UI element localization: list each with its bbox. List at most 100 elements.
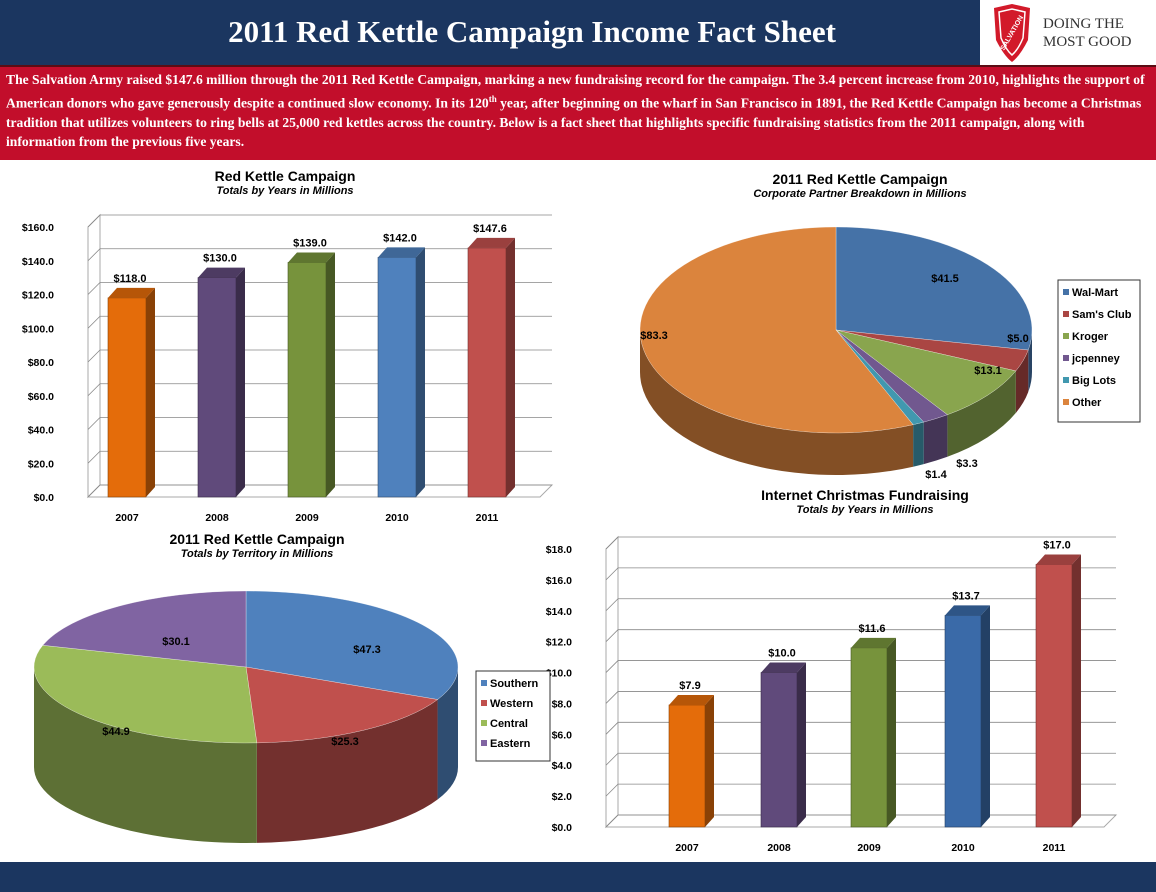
- pie-slice-Central: [33, 645, 257, 744]
- shield-icon: SALVATION DOING THE MOST GOOD: [994, 4, 1132, 62]
- y-tick-label: $18.0: [546, 544, 572, 556]
- pie-slice-side: [1028, 330, 1032, 393]
- pie-slice-side: [947, 370, 1016, 457]
- legend-box: [1057, 279, 1141, 423]
- bar-2011: [1035, 564, 1073, 828]
- value-label: $44.9: [102, 726, 130, 738]
- legend-box: [475, 670, 551, 762]
- value-label: $30.1: [162, 636, 190, 648]
- pie-slice-Other: [639, 226, 914, 434]
- x-tick-label: 2008: [767, 842, 791, 854]
- bar-top: [851, 637, 896, 648]
- intro-text-2: year, after beginning on the wharf in Sa…: [6, 95, 1142, 150]
- value-label: $1.4: [925, 469, 947, 481]
- legend-swatch: [1063, 355, 1069, 361]
- bar-top: [1036, 554, 1081, 565]
- bar-side: [797, 662, 806, 827]
- legend-label: Sam's Club: [1072, 309, 1132, 321]
- x-tick-label: 2007: [675, 842, 699, 854]
- value-label: $83.3: [640, 330, 668, 342]
- gridline: [605, 567, 1116, 581]
- value-label: $5.0: [1007, 333, 1028, 345]
- y-tick-label: $10.0: [546, 668, 572, 680]
- value-label: $13.1: [974, 365, 1002, 377]
- bar-top: [669, 694, 714, 705]
- y-tick-label: $12.0: [546, 637, 572, 649]
- tagline-2: MOST GOOD: [1043, 34, 1132, 50]
- value-label: $41.5: [931, 273, 959, 285]
- bar-2009: [850, 647, 888, 828]
- bar-2007: [668, 704, 706, 828]
- x-tick-label: 2010: [385, 512, 409, 524]
- legend-label: Wal-Mart: [1072, 287, 1118, 299]
- intro-paragraph: The Salvation Army raised $147.6 million…: [0, 67, 1156, 155]
- bar-2010: [377, 257, 417, 498]
- x-tick-label: 2011: [476, 512, 499, 524]
- bar-side: [506, 237, 515, 498]
- chart-side-wall: [605, 535, 619, 829]
- y-tick-label: $16.0: [546, 575, 572, 587]
- legend-label: Southern: [490, 678, 539, 690]
- tagline-1: DOING THE: [1043, 16, 1124, 32]
- legend: Wal-Mart Sam's Club Kroger jcpenney Big Lots…: [1057, 279, 1141, 423]
- header-bar: [0, 0, 980, 65]
- y-tick-label: $80.0: [28, 357, 54, 369]
- y-tick-label: $60.0: [28, 391, 54, 403]
- bar-2008: [197, 277, 237, 498]
- legend-label: Big Lots: [1072, 375, 1116, 387]
- value-label: $7.9: [679, 680, 700, 692]
- legend-label: jcpenney: [1071, 353, 1121, 365]
- gridline: [605, 536, 1116, 550]
- bar-2011: [467, 247, 507, 498]
- bar-top: [761, 662, 806, 673]
- y-tick-label: $120.0: [22, 290, 54, 302]
- x-tick-label: 2008: [205, 512, 229, 524]
- pie-slice-Western: [245, 666, 438, 744]
- y-tick-label: $140.0: [22, 256, 54, 268]
- y-tick-label: $2.0: [552, 791, 573, 803]
- bar-top: [288, 252, 335, 263]
- value-label: $142.0: [383, 232, 417, 244]
- y-tick-label: $100.0: [22, 323, 54, 335]
- legend-swatch: [1063, 377, 1069, 383]
- bar-side: [1072, 554, 1081, 827]
- pie-slice-side: [1015, 350, 1029, 413]
- legend-swatch: [481, 680, 487, 686]
- bar-side: [326, 252, 335, 497]
- y-tick-label: $0.0: [552, 822, 573, 834]
- value-label: $130.0: [203, 253, 237, 265]
- value-label: $139.0: [293, 237, 327, 249]
- bar-2010: [944, 615, 982, 828]
- chart-subtitle: Totals by Years in Millions: [216, 185, 353, 197]
- chart-title: 2011 Red Kettle Campaign: [169, 531, 344, 547]
- legend-swatch: [481, 740, 487, 746]
- bar-top: [198, 267, 245, 278]
- chart-title: Red Kettle Campaign: [215, 168, 356, 184]
- bar-top: [945, 605, 990, 616]
- y-tick-label: $8.0: [552, 698, 573, 710]
- legend-label: Western: [490, 698, 533, 710]
- bar-side: [981, 605, 990, 827]
- bar-2009: [287, 262, 327, 498]
- intro-sup: th: [488, 93, 497, 104]
- pie-slice-Kroger: [835, 329, 1017, 415]
- legend-swatch: [481, 700, 487, 706]
- legend-label: Other: [1072, 397, 1102, 409]
- pie-slice-Wal-Mart: [835, 226, 1033, 351]
- value-label: $25.3: [331, 736, 359, 748]
- pie-slice-Southern: [245, 590, 459, 700]
- y-tick-label: $4.0: [552, 760, 573, 772]
- intro-text-1: The Salvation Army raised $147.6 million…: [6, 72, 1145, 111]
- legend-swatch: [1063, 399, 1069, 405]
- legend-swatch: [1063, 333, 1069, 339]
- gridline: [87, 214, 552, 228]
- legend-swatch: [1063, 289, 1069, 295]
- bar-side: [416, 247, 425, 497]
- bar-side: [705, 694, 714, 827]
- legend-label: Kroger: [1072, 331, 1109, 343]
- legend-label: Central: [490, 718, 528, 730]
- y-tick-label: $40.0: [28, 425, 54, 437]
- value-label: $17.0: [1043, 539, 1071, 551]
- y-tick-label: $14.0: [546, 606, 572, 618]
